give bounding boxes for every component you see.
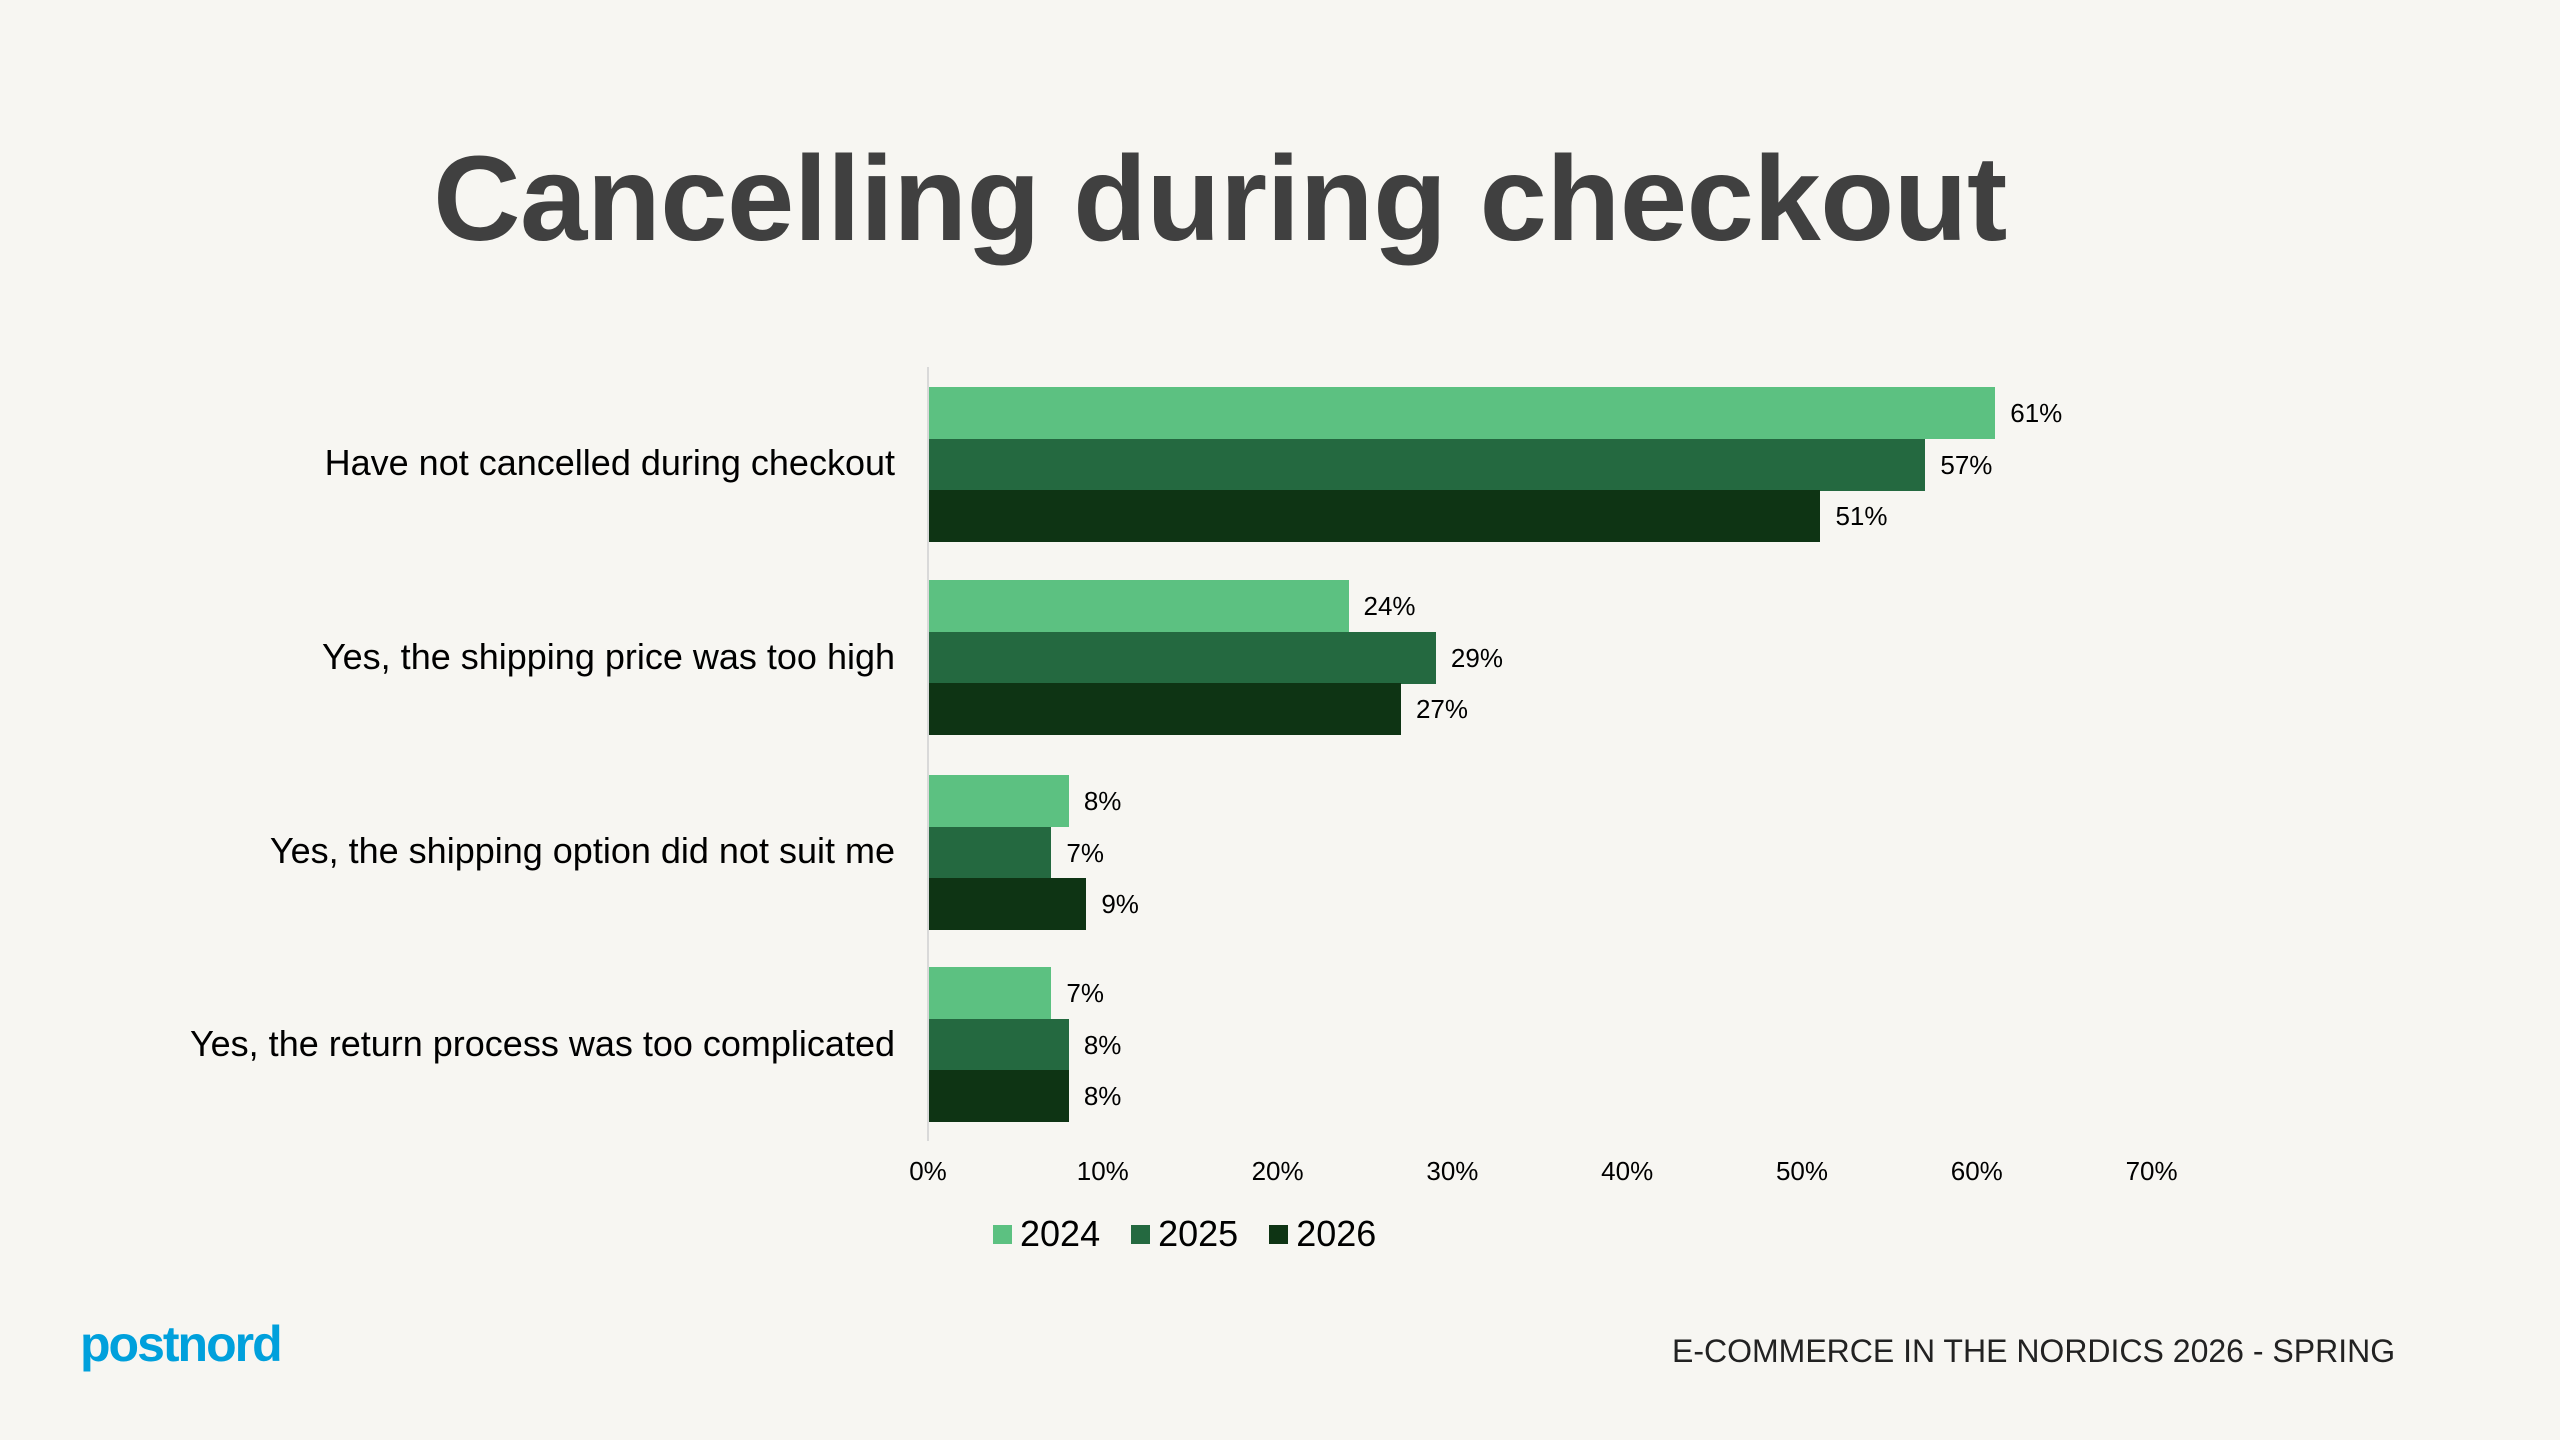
x-tick-label: 40%: [1601, 1156, 1654, 1186]
data-label: 29%: [1450, 642, 1503, 673]
data-label: 24%: [1363, 590, 1416, 621]
data-label: 27%: [1415, 694, 1468, 725]
category-label: Yes, the shipping option did not suit me: [269, 830, 895, 871]
data-label: 51%: [1835, 501, 1888, 532]
data-label: 8%: [1083, 1029, 1122, 1060]
data-label: 7%: [1066, 837, 1104, 868]
data-label: 7%: [1066, 977, 1104, 1008]
x-tick-label: 20%: [1251, 1156, 1304, 1186]
bar-2026: [929, 683, 1401, 736]
legend: 2024 2025 2026: [993, 1214, 1407, 1254]
x-tick-label: 10%: [1076, 1156, 1129, 1186]
data-label: 9%: [1101, 889, 1139, 920]
category-label: Yes, the return process was too complica…: [189, 1023, 895, 1064]
bar-2026: [929, 878, 1087, 931]
bar-2025: [929, 1018, 1069, 1071]
x-tick-label: 60%: [1950, 1156, 2003, 1186]
bar-2026: [929, 490, 1821, 543]
legend-label: 2026: [1296, 1213, 1377, 1254]
category-label: Have not cancelled during checkout: [324, 442, 895, 483]
bar-2025: [929, 826, 1052, 879]
legend-item-2026: 2026: [1269, 1214, 1376, 1254]
legend-label: 2024: [1020, 1213, 1101, 1254]
legend-swatch-icon: [993, 1224, 1012, 1244]
x-tick-label: 30%: [1426, 1156, 1479, 1186]
y-axis-line: [927, 367, 929, 1141]
bar-2025: [929, 631, 1436, 684]
bar-2026: [929, 1070, 1069, 1123]
legend-item-2025: 2025: [1131, 1214, 1238, 1254]
data-label: 8%: [1083, 785, 1122, 816]
x-tick-label: 50%: [1775, 1156, 1829, 1186]
legend-swatch-icon: [1269, 1224, 1289, 1244]
data-label: 57%: [1940, 449, 1993, 480]
bar-2024: [929, 580, 1349, 632]
data-label: 61%: [2010, 397, 2063, 428]
bar-2024: [929, 775, 1069, 827]
postnord-logo: postnord: [80, 1316, 283, 1372]
page-title: Cancelling during checkout: [433, 130, 2007, 266]
data-label: 8%: [1083, 1081, 1122, 1112]
x-tick-label: 70%: [2125, 1156, 2178, 1186]
bar-2024: [929, 387, 1996, 439]
category-label: Yes, the shipping price was too high: [321, 636, 895, 677]
bar-2025: [929, 438, 1926, 491]
bar-2024: [929, 967, 1052, 1019]
x-tick-label: 0%: [909, 1156, 947, 1186]
legend-item-2024: 2024: [993, 1214, 1100, 1254]
report-footer-label: E-COMMERCE IN THE NORDICS 2026 - SPRING: [1672, 1333, 2396, 1369]
legend-swatch-icon: [1131, 1224, 1151, 1244]
legend-label: 2025: [1158, 1213, 1239, 1254]
